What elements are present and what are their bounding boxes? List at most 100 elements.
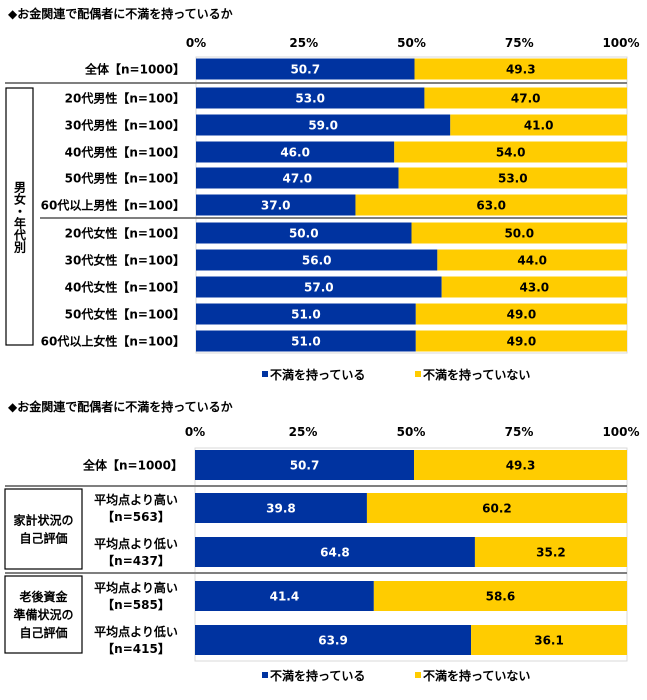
- bar-not-dissatisfied: [366, 493, 627, 523]
- bar-dissatisfied: [195, 581, 374, 611]
- legend-label: 不満を持っている: [270, 668, 365, 683]
- data-label: 50.7: [290, 459, 320, 473]
- bar-dissatisfied: [196, 303, 416, 325]
- legend-swatch: [415, 371, 421, 377]
- group-box: [4, 488, 83, 570]
- category-label: 平均点より低い【n=415】: [94, 624, 178, 656]
- data-label: 54.0: [496, 146, 526, 160]
- data-label: 49.0: [507, 335, 537, 349]
- data-label: 47.0: [282, 172, 312, 186]
- bar-not-dissatisfied: [415, 330, 627, 352]
- bar-not-dissatisfied: [415, 303, 627, 325]
- x-tick-label: 0%: [185, 425, 205, 439]
- bar-dissatisfied: [195, 493, 367, 523]
- bar-not-dissatisfied: [474, 537, 627, 567]
- bar-not-dissatisfied: [394, 141, 627, 163]
- x-tick-label: 25%: [289, 36, 318, 50]
- bar-dissatisfied: [196, 87, 425, 109]
- bar-not-dissatisfied: [414, 58, 627, 80]
- data-label: 58.6: [486, 590, 516, 604]
- data-label: 49.3: [506, 63, 536, 77]
- category-label: 20代女性【n=100】: [65, 225, 185, 240]
- data-label: 51.0: [291, 308, 321, 322]
- bar-dissatisfied: [195, 450, 415, 480]
- data-label: 59.0: [308, 119, 338, 133]
- category-label: 平均点より高い【n=563】: [94, 492, 178, 524]
- data-label: 53.0: [295, 92, 325, 106]
- data-label: 63.9: [318, 634, 348, 648]
- x-tick-label: 50%: [397, 425, 426, 439]
- bar-not-dissatisfied: [411, 222, 627, 244]
- data-label: 35.2: [536, 546, 566, 560]
- category-label: 40代男性【n=100】: [65, 144, 185, 159]
- group-box: [5, 87, 34, 346]
- data-label: 49.0: [507, 308, 537, 322]
- data-label: 57.0: [304, 281, 334, 295]
- x-tick-label: 0%: [186, 36, 206, 50]
- legend-swatch: [262, 371, 268, 377]
- group-label: 家計状況の自己評価: [13, 512, 73, 545]
- bar-dissatisfied: [196, 114, 451, 136]
- bar-dissatisfied: [195, 537, 475, 567]
- data-label: 44.0: [517, 254, 547, 268]
- legend-label: 不満を持っている: [270, 367, 365, 382]
- data-label: 56.0: [302, 254, 332, 268]
- bar-not-dissatisfied: [373, 581, 627, 611]
- data-label: 36.1: [534, 634, 564, 648]
- bar-dissatisfied: [196, 58, 415, 80]
- legend-label: 不満を持っていない: [423, 668, 530, 683]
- bar-not-dissatisfied: [398, 167, 627, 189]
- category-label: 50代男性【n=100】: [65, 170, 185, 185]
- category-label: 50代女性【n=100】: [65, 306, 185, 321]
- x-tick-label: 75%: [505, 425, 534, 439]
- bar-dissatisfied: [196, 249, 438, 271]
- category-label: 平均点より低い【n=437】: [94, 536, 178, 568]
- bar-not-dissatisfied: [355, 194, 627, 216]
- group-box: [4, 575, 83, 654]
- data-label: 50.0: [289, 227, 319, 241]
- category-label: 40代女性【n=100】: [65, 279, 185, 294]
- bar-not-dissatisfied: [441, 276, 627, 298]
- group-label: 老後資金準備状況の自己評価: [13, 589, 73, 640]
- data-label: 64.8: [320, 546, 350, 560]
- category-label: 30代女性【n=100】: [65, 252, 185, 267]
- chart-title: ◆お金関連で配偶者に不満を持っているか: [8, 399, 233, 414]
- bar-dissatisfied: [196, 194, 356, 216]
- x-tick-label: 50%: [397, 36, 426, 50]
- bar-dissatisfied: [196, 222, 412, 244]
- category-label: 全体【n=1000】: [82, 457, 183, 472]
- bar-not-dissatisfied: [437, 249, 627, 271]
- chart-title: ◆お金関連で配偶者に不満を持っているか: [8, 6, 233, 21]
- category-label: 60代以上男性【n=100】: [41, 197, 185, 212]
- data-label: 39.8: [266, 502, 296, 516]
- bar-not-dissatisfied: [450, 114, 627, 136]
- category-label: 全体【n=1000】: [84, 61, 185, 76]
- legend-swatch: [262, 672, 268, 678]
- data-label: 63.0: [476, 199, 506, 213]
- data-label: 41.4: [270, 590, 300, 604]
- bar-dissatisfied: [196, 167, 399, 189]
- data-label: 50.0: [504, 227, 534, 241]
- x-tick-label: 75%: [505, 36, 534, 50]
- bar-dissatisfied: [196, 330, 416, 352]
- x-tick-label: 25%: [289, 425, 318, 439]
- data-label: 41.0: [524, 119, 554, 133]
- category-label: 20代男性【n=100】: [65, 90, 185, 105]
- x-tick-label: 100%: [602, 36, 639, 50]
- x-tick-label: 100%: [602, 425, 639, 439]
- category-label: 平均点より高い【n=585】: [94, 580, 178, 612]
- data-label: 47.0: [511, 92, 541, 106]
- data-label: 50.7: [290, 63, 320, 77]
- bar-dissatisfied: [196, 276, 442, 298]
- data-label: 49.3: [506, 459, 536, 473]
- data-label: 60.2: [482, 502, 512, 516]
- bar-not-dissatisfied: [471, 625, 627, 655]
- category-label: 30代男性【n=100】: [65, 117, 185, 132]
- group-label-gender-age: 男女・年代別: [12, 180, 27, 253]
- legend-swatch: [415, 672, 421, 678]
- bar-dissatisfied: [195, 625, 472, 655]
- bar-not-dissatisfied: [424, 87, 627, 109]
- data-label: 43.0: [520, 281, 550, 295]
- legend-label: 不満を持っていない: [423, 367, 530, 382]
